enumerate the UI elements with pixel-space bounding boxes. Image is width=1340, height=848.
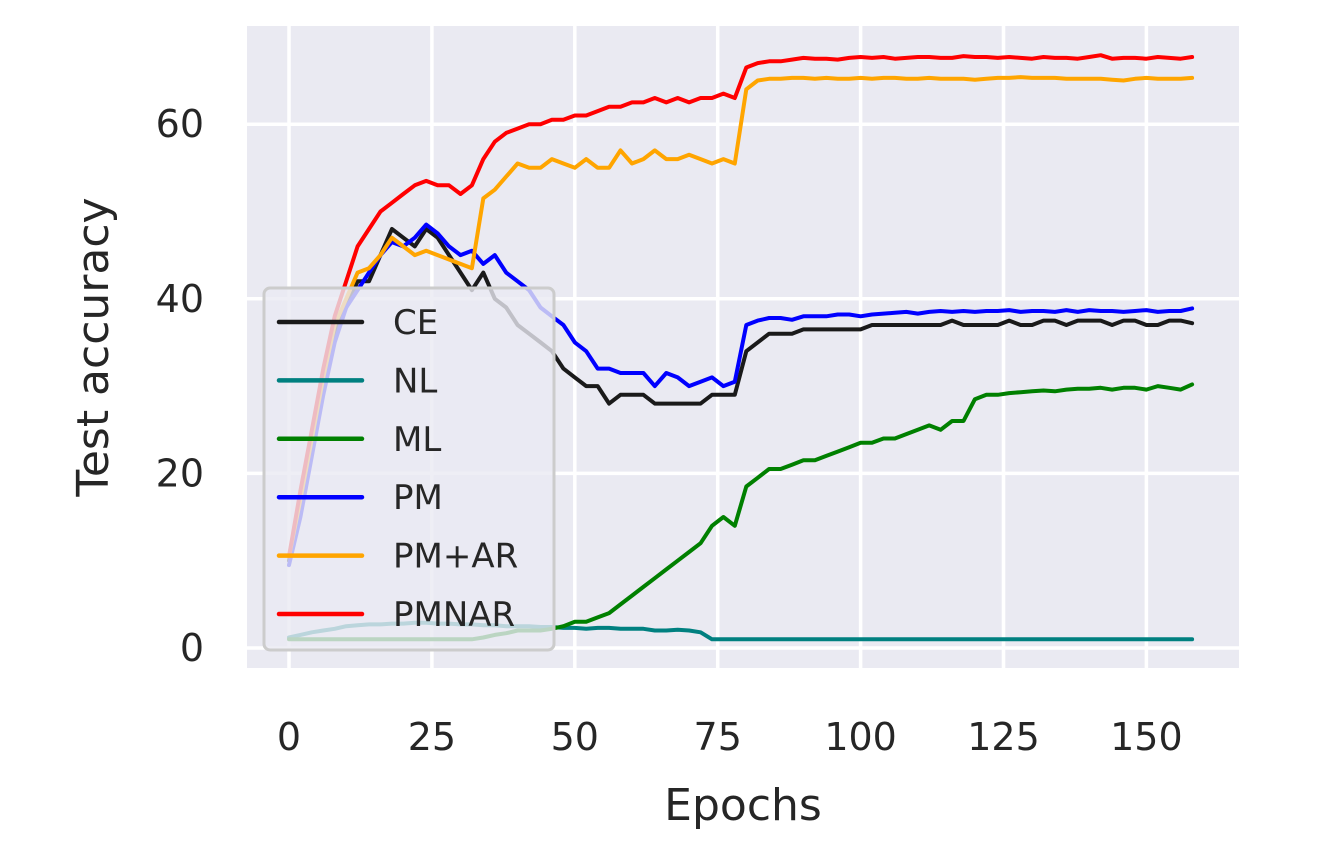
legend-label: NL [393,361,437,401]
legend-label: PMNAR [393,595,515,635]
x-tick-label: 125 [967,715,1040,759]
y-tick-labels: 0 20 40 60 [156,102,204,670]
x-axis-label: Epochs [664,780,822,831]
y-axis-label: Test accuracy [68,197,119,497]
legend-label: ML [393,420,441,460]
legend-label: PM [393,478,443,518]
y-tick-label: 20 [156,451,204,495]
x-tick-label: 0 [277,715,301,759]
series-line-pm [287,222,1195,568]
x-tick-label: 25 [408,715,456,759]
series-line-pm-ar [287,75,1195,559]
series-line-pmnar [287,53,1195,559]
x-tick-label: 75 [694,715,742,759]
y-tick-label: 40 [156,277,204,321]
y-tick-label: 0 [180,626,204,670]
legend-label: CE [393,303,438,343]
legend-label: PM+AR [393,537,518,577]
series-line-ce [287,227,1195,563]
x-tick-label: 100 [824,715,897,759]
x-tick-label: 150 [1110,715,1183,759]
x-tick-labels: 0 25 50 75 100 125 150 [277,715,1183,759]
y-tick-label: 60 [156,102,204,146]
legend: CE NL ML PM PM+AR PMNAR [262,286,556,652]
x-tick-label: 50 [551,715,599,759]
